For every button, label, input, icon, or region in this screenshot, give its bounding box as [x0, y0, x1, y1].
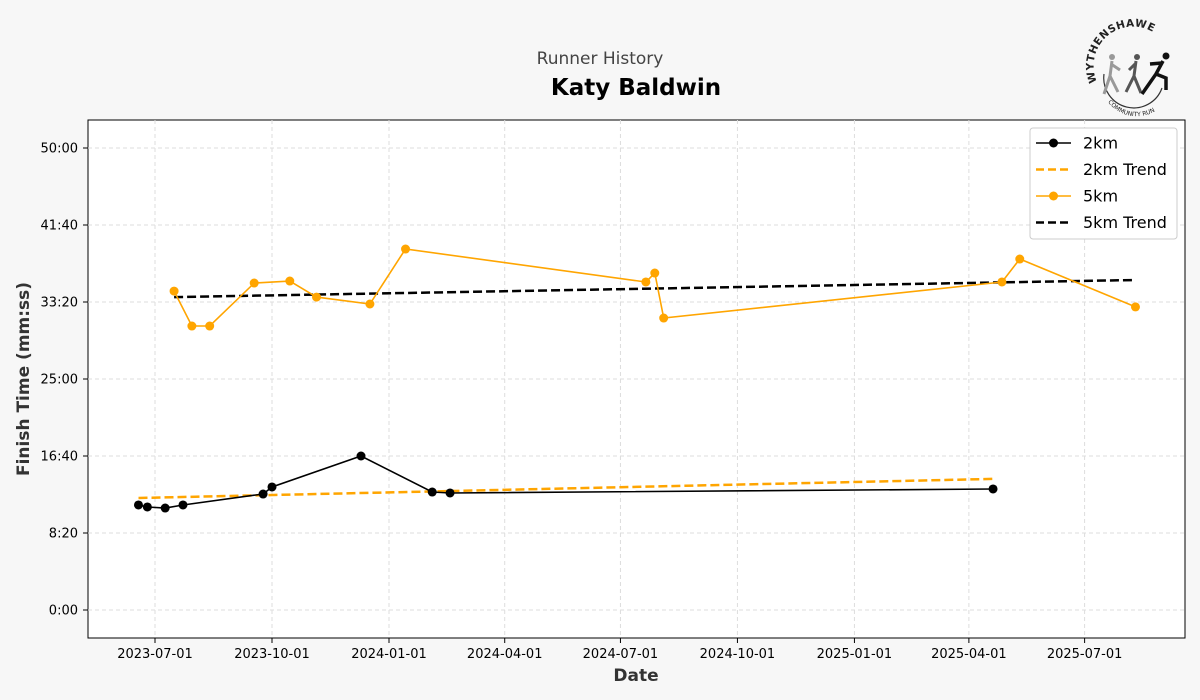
y-tick-label: 50:00 — [41, 142, 78, 157]
legend: 2km 2km Trend 5km 5km Trend — [1029, 127, 1178, 240]
series-2km — [133, 451, 998, 513]
logo-bottom-text: COMMUNITY RUN — [1106, 99, 1156, 119]
legend-marker — [1049, 191, 1058, 201]
x-tick-label: 2025-04-01 — [931, 647, 1007, 662]
svg-text:WYTHENSHAWE: WYTHENSHAWE — [1085, 17, 1158, 84]
x-tick-label: 2024-01-01 — [351, 647, 427, 662]
x-tick-label: 2025-07-01 — [1047, 647, 1123, 662]
data-point — [178, 500, 188, 510]
data-point — [641, 277, 651, 287]
data-point — [1015, 254, 1025, 264]
y-tick-label: 33:20 — [41, 296, 78, 311]
series-line — [173, 248, 1136, 327]
data-point — [312, 292, 322, 302]
data-point — [659, 313, 669, 323]
y-axis-label: Finish Time (mm:ss) — [14, 282, 34, 476]
chart-title: Katy Baldwin — [551, 75, 721, 101]
legend-label: 5km Trend — [1083, 213, 1167, 232]
data-point — [285, 276, 295, 286]
trend-line — [174, 278, 1136, 299]
data-point — [258, 489, 268, 499]
data-point — [427, 487, 437, 497]
y-tick-label: 25:00 — [41, 373, 78, 388]
legend-label: 2km Trend — [1083, 160, 1167, 179]
x-axis-label: Date — [613, 666, 658, 686]
y-tick-label: 8:20 — [49, 527, 78, 542]
series-5km — [169, 244, 1140, 331]
data-point — [205, 321, 215, 331]
data-point — [169, 286, 179, 296]
data-point — [1130, 302, 1140, 312]
logo-top-text: WYTHENSHAWE — [1085, 17, 1157, 84]
data-point — [401, 244, 411, 254]
data-point — [365, 299, 375, 309]
y-tick-label: 16:40 — [41, 450, 78, 465]
chart-subtitle: Runner History — [537, 49, 664, 69]
x-tick-label: 2023-10-01 — [234, 647, 310, 662]
data-point — [650, 268, 660, 278]
data-point — [997, 277, 1007, 287]
data-point — [249, 278, 259, 288]
data-point — [445, 488, 455, 498]
data-point — [356, 451, 366, 461]
y-tick-label: 41:40 — [41, 219, 78, 234]
legend-marker — [1049, 138, 1058, 148]
data-point — [267, 482, 277, 492]
x-tick-label: 2025-01-01 — [817, 647, 893, 662]
logo: WYTHENSHAWE COMMUNITY RUN — [1085, 17, 1170, 118]
runner-figures-icon — [1102, 52, 1170, 96]
x-tick-label: 2024-10-01 — [700, 647, 776, 662]
legend-label: 2km — [1083, 134, 1118, 153]
data-point — [988, 484, 998, 494]
data-point — [133, 500, 143, 510]
data-point — [160, 503, 170, 513]
data-point — [142, 502, 152, 512]
data-point — [187, 321, 197, 331]
x-tick-label: 2024-07-01 — [583, 647, 659, 662]
series-5km-trend — [174, 278, 1136, 299]
y-tick-label: 0:00 — [49, 604, 78, 619]
legend-label: 5km — [1083, 187, 1118, 206]
series-line — [138, 455, 994, 509]
x-tick-label: 2023-07-01 — [117, 647, 193, 662]
x-tick-label: 2024-04-01 — [467, 647, 543, 662]
svg-text:COMMUNITY RUN: COMMUNITY RUN — [1106, 99, 1156, 119]
